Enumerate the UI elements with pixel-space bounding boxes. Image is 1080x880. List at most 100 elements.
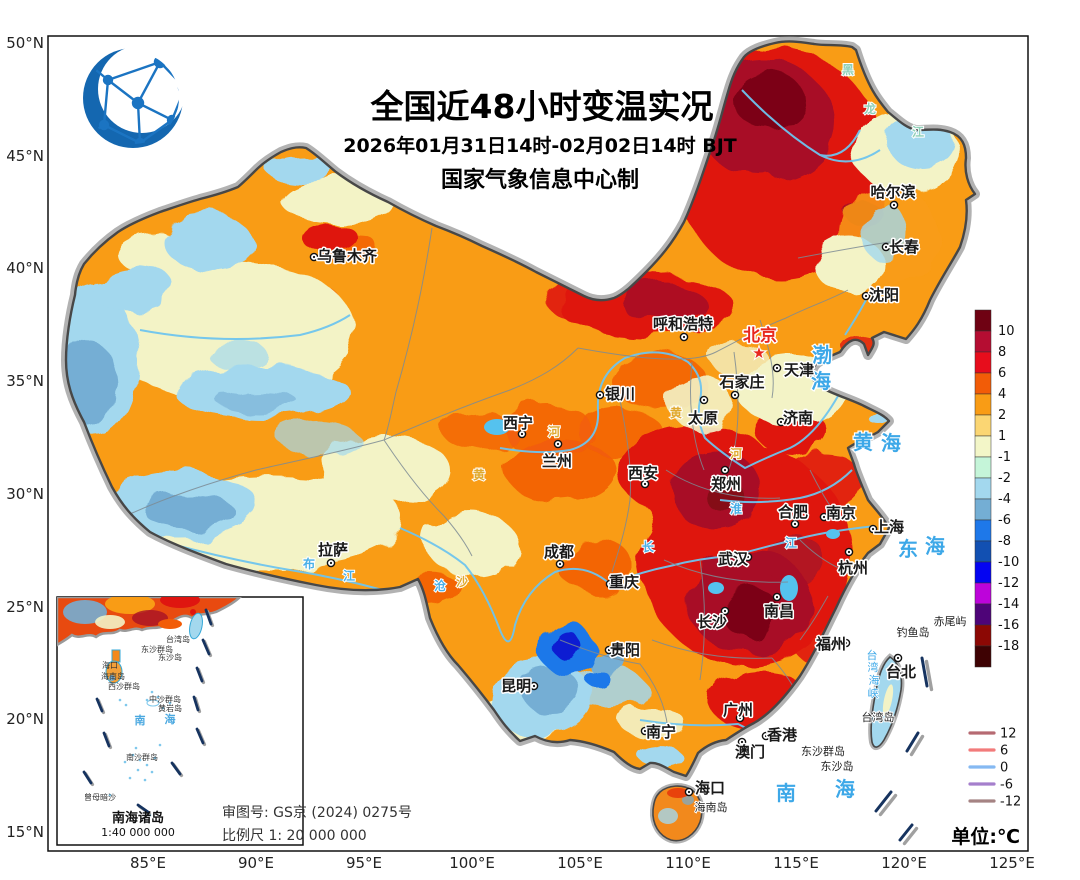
city-marker-dot xyxy=(608,582,612,586)
river-label: 长 xyxy=(642,539,655,554)
latitude-axis: 50°N 45°N 40°N 35°N 30°N 25°N 20°N 15°N xyxy=(6,34,44,841)
colorbar-swatch xyxy=(974,582,992,605)
map-scale: 比例尺 1: 20 000 000 xyxy=(222,828,367,844)
river-label: 布 xyxy=(303,556,315,571)
city-marker-dot xyxy=(775,366,779,370)
lat-tick-label: 25°N xyxy=(6,598,44,616)
city-marker-dot xyxy=(643,729,647,733)
lon-tick-label: 90°E xyxy=(238,854,274,872)
city-marker-dot xyxy=(312,255,316,259)
river-label: 黄 xyxy=(670,405,682,420)
isoline-legend-label: 12 xyxy=(1000,727,1017,742)
inset-frame xyxy=(56,596,304,846)
river-label: 江 xyxy=(785,535,797,550)
river-label: 龙 xyxy=(864,101,876,116)
island-label: 台湾岛 xyxy=(862,710,895,724)
city-label: 沈阳 xyxy=(869,286,899,304)
city-label: 杭州 xyxy=(838,559,868,577)
city-marker-dot xyxy=(746,555,750,559)
city-label: 长春 xyxy=(889,238,919,256)
island-label: 东沙群岛 xyxy=(801,744,845,758)
inset-scale: 1:40 000 000 xyxy=(101,826,175,839)
sea-label: 海 xyxy=(811,369,831,393)
strait-label: 海 xyxy=(869,673,880,687)
river-label: 河 xyxy=(729,446,742,461)
inset-island-label: 东沙岛 xyxy=(158,652,182,662)
lat-tick-label: 40°N xyxy=(6,259,44,277)
inset-island-label: 中沙群岛 xyxy=(149,694,181,704)
inset-island-label: 海南岛 xyxy=(101,671,125,681)
city-label: 重庆 xyxy=(609,573,639,591)
city-label: 西宁 xyxy=(503,414,533,432)
isoline-legend-label: 0 xyxy=(1000,761,1008,776)
city-label: 上海 xyxy=(874,518,904,536)
colorbar-label: 10 xyxy=(998,324,1015,339)
inset-dash-line xyxy=(82,608,215,816)
colorbar-label: -8 xyxy=(998,534,1011,549)
inset-island-label: 曾母暗沙 xyxy=(84,792,116,802)
city-marker-dot xyxy=(871,527,875,531)
colorbar: 10 8 6 4 2 1 -1 -2 -4 -6 -8 -10 -12 -14 -16 -18 xyxy=(974,309,1019,668)
city-label: 南宁 xyxy=(646,723,676,741)
city-label: 郑州 xyxy=(711,475,741,493)
inset-island-label: 台湾岛 xyxy=(166,634,190,644)
colorbar-label: 2 xyxy=(998,408,1006,423)
sea-label: 海 xyxy=(925,534,945,558)
lon-tick-label: 125°E xyxy=(989,854,1035,872)
colorbar-label: -10 xyxy=(998,555,1019,570)
river-label: 黄 xyxy=(473,467,485,482)
colorbar-swatch xyxy=(974,351,992,374)
lat-tick-label: 30°N xyxy=(6,485,44,503)
colorbar-swatch xyxy=(974,561,992,584)
city-marker-dot xyxy=(532,684,536,688)
river-label: 沧 xyxy=(434,578,446,593)
city-label: 成都 xyxy=(544,543,574,561)
colorbar-label: 1 xyxy=(998,429,1006,444)
city-marker-dot xyxy=(844,641,848,645)
colorbar-swatch xyxy=(974,414,992,437)
city-label: 呼和浩特 xyxy=(653,315,713,333)
city-marker-dot xyxy=(556,442,560,446)
colorbar-label: -12 xyxy=(998,576,1019,591)
city-marker-dot xyxy=(775,595,779,599)
city-label: 银川 xyxy=(605,385,635,403)
city-label: 昆明 xyxy=(501,677,531,695)
colorbar-swatch xyxy=(974,330,992,353)
city-label: 西安 xyxy=(628,464,658,482)
inset-island-label: 东沙群岛 xyxy=(141,644,173,654)
line-legend: 12 6 0 -6 -12 xyxy=(968,727,1021,810)
colorbar-label: -4 xyxy=(998,492,1011,507)
page-title: 全国近48小时变温实况 xyxy=(370,87,714,126)
city-label: 广州 xyxy=(723,701,753,719)
colorbar-swatch xyxy=(974,435,992,458)
page-maker: 国家气象信息中心制 xyxy=(441,167,639,193)
city-label-capital: 北京 xyxy=(743,325,777,346)
city-label: 海口 xyxy=(695,779,725,797)
cma-logo xyxy=(83,45,186,148)
colorbar-swatch xyxy=(974,393,992,416)
city-label: 天津 xyxy=(784,361,814,379)
colorbar-swatch xyxy=(974,645,992,668)
inset-island-label: 海口 xyxy=(102,660,118,670)
city-marker-dot xyxy=(740,740,744,744)
hainan-island xyxy=(652,785,703,842)
colorbar-label: -6 xyxy=(998,513,1011,528)
river-labels: 黑龙江黄河河黄长 江淮布江沧沙 xyxy=(302,62,925,594)
lat-tick-label: 35°N xyxy=(6,372,44,390)
inset-islets xyxy=(108,690,172,817)
inset-sea-label: 南 xyxy=(135,713,146,727)
sea-label: 南 xyxy=(776,781,796,805)
colorbar-swatch xyxy=(974,456,992,479)
map-approval-number: 审图号: GS京 (2024) 0275号 xyxy=(222,805,412,821)
island-label: 赤尾屿 xyxy=(934,615,967,628)
province-borders xyxy=(129,227,891,737)
colorbar-swatch xyxy=(974,372,992,395)
city-marker-dot xyxy=(779,420,783,424)
city-label: 香港 xyxy=(767,726,798,744)
colorbar-label: 8 xyxy=(998,345,1006,360)
city-marker-dot xyxy=(329,561,333,565)
city-marker-dot xyxy=(764,734,768,738)
